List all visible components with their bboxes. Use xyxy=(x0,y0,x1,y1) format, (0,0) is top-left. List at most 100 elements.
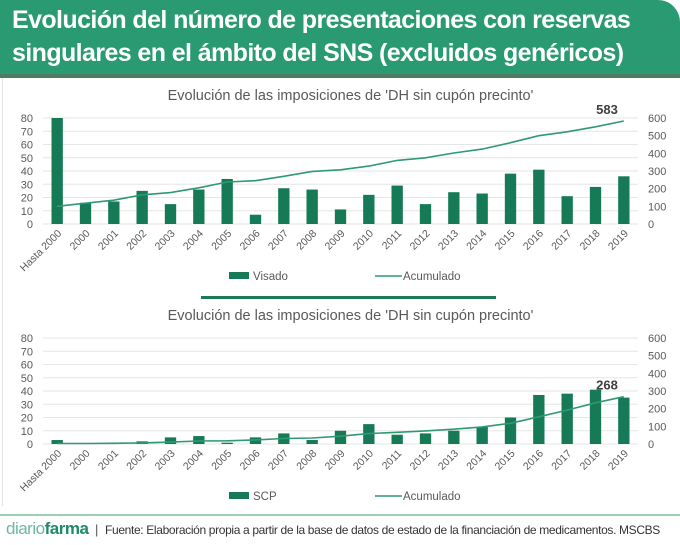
bar xyxy=(504,173,517,224)
y-tick-left: 70 xyxy=(21,346,33,358)
y-tick-right: 0 xyxy=(648,439,654,451)
x-tick-label: 2014 xyxy=(464,228,489,253)
bar xyxy=(221,178,233,224)
x-tick-label: 2013 xyxy=(436,448,461,473)
legend-bar-label: Visado xyxy=(253,271,288,283)
bar xyxy=(561,393,573,444)
bar xyxy=(589,186,602,224)
bar xyxy=(193,189,205,224)
x-tick-label: 2000 xyxy=(68,228,93,253)
bar xyxy=(448,192,460,224)
x-tick-label: 2002 xyxy=(124,448,149,473)
y-tick-left: 50 xyxy=(21,153,33,165)
x-tick-label: 2001 xyxy=(96,448,121,473)
y-tick-right: 600 xyxy=(648,333,666,345)
x-tick-label: 2008 xyxy=(294,448,319,473)
bar xyxy=(504,417,517,444)
x-tick-label: 2011 xyxy=(380,228,405,253)
x-tick-label: 2004 xyxy=(181,448,206,473)
y-tick-left: 30 xyxy=(21,399,33,411)
chart-title: Evolución de las imposiciones de 'DH sin… xyxy=(168,308,534,324)
end-value-label: 268 xyxy=(596,378,618,393)
x-tick-label: 2012 xyxy=(408,448,433,473)
y-tick-left: 20 xyxy=(21,193,33,205)
x-tick-label: 2006 xyxy=(238,228,263,253)
x-tick-label: 2006 xyxy=(238,448,263,473)
y-tick-left: 0 xyxy=(27,439,33,451)
bar xyxy=(533,394,545,444)
x-tick-label: 2019 xyxy=(606,228,631,253)
x-tick-label: 2009 xyxy=(323,228,348,253)
bar xyxy=(561,196,573,224)
chart-separator xyxy=(201,296,496,299)
x-tick-label: 2014 xyxy=(464,448,489,473)
y-tick-right: 400 xyxy=(648,148,666,160)
bar xyxy=(589,389,602,444)
x-tick-label: 2005 xyxy=(209,448,234,473)
bar xyxy=(334,430,347,444)
y-tick-left: 80 xyxy=(21,113,33,125)
footer-separator: | xyxy=(95,522,99,537)
y-tick-left: 20 xyxy=(21,413,33,425)
x-tick-label: 2010 xyxy=(351,228,376,253)
x-tick-label: 2003 xyxy=(153,228,178,253)
cumulative-line xyxy=(57,395,624,445)
x-tick-label: 2013 xyxy=(436,228,461,253)
y-tick-right: 500 xyxy=(648,131,666,143)
y-tick-left: 10 xyxy=(21,426,33,438)
footer: diariofarma | Fuente: Elaboración propia… xyxy=(6,519,660,539)
y-tick-left: 40 xyxy=(21,386,33,398)
chart-scp: Evolución de las imposiciones de 'DH sin… xyxy=(18,308,667,503)
x-tick-label: 2007 xyxy=(266,228,291,253)
header-banner: Evolución del número de presentaciones c… xyxy=(0,0,680,78)
y-tick-left: 40 xyxy=(21,166,33,178)
x-tick-label: 2010 xyxy=(351,448,376,473)
y-tick-left: 80 xyxy=(21,333,33,345)
x-tick-label: 2016 xyxy=(521,448,546,473)
bar xyxy=(448,430,460,444)
end-value-label: 583 xyxy=(596,102,618,117)
y-tick-left: 70 xyxy=(21,126,33,138)
y-tick-right: 0 xyxy=(648,219,654,231)
bar xyxy=(249,214,262,224)
page-title: Evolución del número de presentaciones c… xyxy=(12,6,631,67)
y-tick-left: 0 xyxy=(27,219,33,231)
x-tick-label: 2016 xyxy=(521,228,546,253)
x-tick-label: 2001 xyxy=(96,228,121,253)
bar xyxy=(618,397,630,444)
source-note: Fuente: Elaboración propia a partir de l… xyxy=(105,523,660,537)
legend-line-label: Acumulado xyxy=(403,491,461,503)
y-tick-right: 500 xyxy=(648,351,666,363)
legend-bar-swatch xyxy=(229,272,249,279)
bar xyxy=(306,189,318,224)
footer-divider xyxy=(0,514,680,516)
y-tick-right: 600 xyxy=(648,113,666,125)
y-tick-right: 100 xyxy=(648,421,666,433)
x-tick-label: 2003 xyxy=(153,448,178,473)
y-tick-right: 200 xyxy=(648,184,666,196)
x-tick-label: 2004 xyxy=(181,228,206,253)
bar xyxy=(221,442,233,444)
chart-title: Evolución de las imposiciones de 'DH sin… xyxy=(168,88,534,104)
bar xyxy=(618,176,630,224)
bar xyxy=(391,434,403,444)
bar xyxy=(79,202,92,224)
x-tick-label: 2017 xyxy=(549,448,574,473)
x-tick-label: 2018 xyxy=(578,228,603,253)
x-tick-label: 2009 xyxy=(323,448,348,473)
cumulative-line xyxy=(57,120,624,208)
y-tick-left: 30 xyxy=(21,179,33,191)
y-tick-right: 200 xyxy=(648,404,666,416)
brand-logo-bold: farma xyxy=(44,519,89,538)
x-tick-label: 2011 xyxy=(380,448,405,473)
x-tick-label: 2015 xyxy=(493,228,518,253)
bar xyxy=(419,204,432,224)
y-tick-right: 100 xyxy=(648,201,666,213)
legend-bar-swatch xyxy=(229,492,249,499)
x-tick-label: 2002 xyxy=(124,228,149,253)
bar xyxy=(306,440,318,444)
y-tick-left: 10 xyxy=(21,206,33,218)
charts-panel: Evolución de las imposiciones de 'DH sin… xyxy=(2,78,679,506)
x-tick-label: 2015 xyxy=(493,448,518,473)
x-tick-label: 2019 xyxy=(606,448,631,473)
